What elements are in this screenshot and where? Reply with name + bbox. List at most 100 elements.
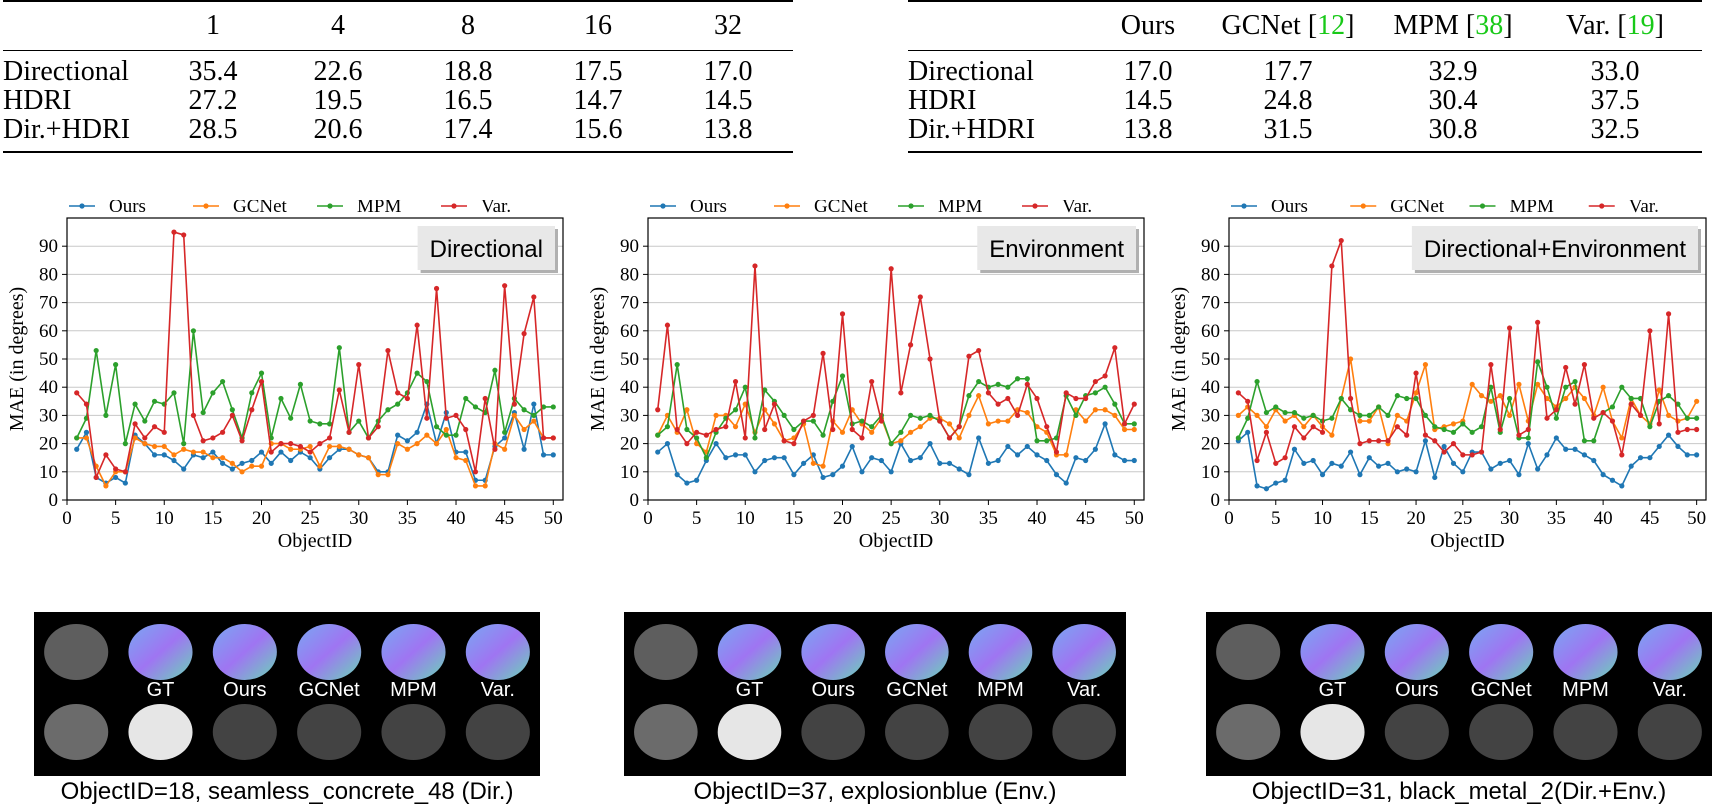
- results-table-method-comparison: Ours GCNet [12] MPM [38] Var. [19] Direc…: [908, 0, 1702, 153]
- data-point: [1441, 443, 1447, 450]
- data-point: [1432, 424, 1438, 430]
- data-point: [1121, 426, 1128, 433]
- data-point: [297, 381, 304, 387]
- object-preview-image: [128, 624, 193, 680]
- data-point: [161, 443, 167, 450]
- data-point: [1310, 457, 1316, 464]
- data-point: [1301, 415, 1307, 421]
- legend-label: Ours: [1271, 200, 1308, 217]
- series-line-gcnet: [1237, 358, 1698, 447]
- error-map-image: [634, 704, 698, 760]
- x-tick-label: 50: [544, 508, 563, 529]
- row-label: Directional: [908, 55, 1034, 87]
- data-point: [1422, 438, 1429, 444]
- x-tick-label: 20: [1407, 508, 1426, 529]
- data-point: [1376, 404, 1382, 410]
- mae-chart-environment: 0 10 20 30 40 50 60 70 80 90 0 5 10 15 20 25 30 35 40 45 50 O…: [581, 200, 1152, 610]
- data-point: [1506, 457, 1513, 464]
- plot-frame: [647, 217, 1145, 501]
- x-tick-label: 20: [252, 508, 271, 529]
- data-point: [414, 370, 420, 376]
- y-tick-label: 50: [39, 349, 58, 370]
- column-header-name: GCNet: [1221, 10, 1301, 42]
- data-point: [1675, 443, 1681, 450]
- data-point: [995, 401, 1001, 407]
- data-point: [1083, 418, 1089, 424]
- data-point: [502, 435, 508, 441]
- data-point: [317, 421, 323, 427]
- object-preview-image: [44, 624, 109, 680]
- data-point: [1254, 483, 1260, 489]
- thumbnail-svg: GT Ours GCNet MPM Var.: [44, 624, 530, 760]
- data-point: [1102, 407, 1108, 413]
- data-point: [1684, 415, 1690, 421]
- data-point: [74, 390, 80, 396]
- object-preview-image: [885, 624, 949, 680]
- data-point: [1404, 466, 1410, 472]
- data-point: [375, 424, 381, 430]
- data-point: [365, 435, 372, 441]
- citation-link[interactable]: 38: [1475, 10, 1504, 42]
- error-map-image: [1553, 704, 1618, 760]
- y-tick-label: 0: [630, 490, 640, 511]
- data-point: [1034, 438, 1040, 444]
- y-tick-label: 60: [620, 321, 639, 342]
- data-point: [1273, 480, 1279, 486]
- data-point: [820, 350, 826, 356]
- table-cell: 17.4: [443, 113, 493, 145]
- data-point: [424, 415, 430, 421]
- legend-label: MPM: [357, 200, 401, 217]
- data-point: [1245, 429, 1251, 435]
- data-point: [956, 435, 962, 441]
- data-point: [966, 412, 972, 418]
- x-tick-label: 0: [62, 508, 72, 529]
- error-map-image: [1469, 704, 1534, 760]
- data-point: [1235, 435, 1241, 441]
- data-point: [492, 446, 498, 452]
- column-header: Ours: [1098, 1, 1198, 50]
- legend-marker: [1241, 203, 1247, 209]
- data-point: [268, 460, 274, 466]
- data-point: [869, 378, 875, 385]
- data-point: [1024, 381, 1030, 387]
- data-point: [1273, 460, 1279, 466]
- citation-link[interactable]: 12: [1317, 10, 1346, 42]
- data-point: [1366, 418, 1372, 424]
- data-point: [1544, 384, 1550, 390]
- error-map-image: [297, 704, 362, 760]
- data-point: [1301, 435, 1307, 441]
- data-point: [1394, 469, 1400, 475]
- data-point: [1506, 395, 1513, 402]
- x-tick-label: 10: [1313, 508, 1332, 529]
- table-cell: 17.7: [1263, 55, 1313, 87]
- object-preview-image: [1469, 624, 1534, 680]
- data-point: [830, 426, 836, 433]
- data-point: [1131, 401, 1137, 407]
- data-point: [1092, 446, 1098, 452]
- column-header-name: Ours: [1120, 10, 1176, 42]
- data-point: [1422, 412, 1429, 418]
- data-point: [976, 378, 982, 385]
- data-point: [985, 421, 991, 427]
- object-preview-image: [717, 624, 782, 680]
- data-point: [1497, 460, 1503, 466]
- table-cell: 14.5: [703, 84, 753, 116]
- data-point: [190, 449, 197, 455]
- data-point: [1694, 426, 1700, 433]
- citation-link[interactable]: 19: [1626, 10, 1655, 42]
- thumbnail-label: Ours: [223, 679, 266, 701]
- data-point: [713, 426, 719, 433]
- table-corner: [908, 1, 1098, 50]
- data-point: [181, 466, 187, 472]
- x-tick-label: 15: [784, 508, 803, 529]
- plot-frame: [66, 217, 564, 501]
- x-axis-label: ObjectID: [278, 530, 352, 552]
- data-point: [1609, 418, 1616, 424]
- data-point: [732, 452, 739, 458]
- data-point: [1619, 435, 1625, 441]
- row-label: HDRI: [908, 84, 977, 116]
- data-point: [93, 474, 99, 481]
- thumbnail-label: Ours: [1395, 679, 1438, 701]
- data-point: [1338, 237, 1344, 244]
- data-point: [326, 421, 333, 427]
